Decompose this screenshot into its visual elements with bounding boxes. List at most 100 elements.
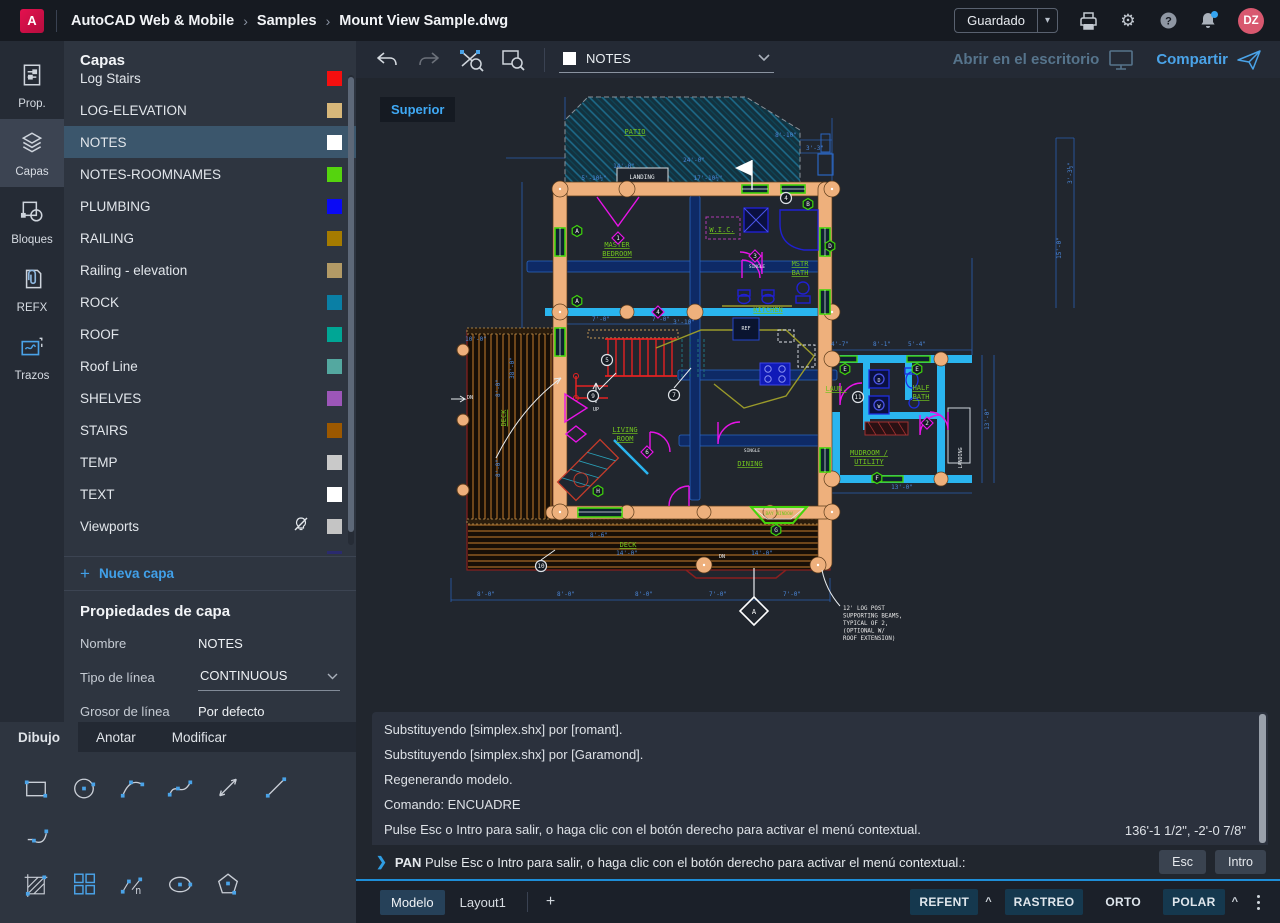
overflow-menu-icon[interactable] <box>1251 893 1266 912</box>
command-input-row[interactable]: ❯ PAN Pulse Esc o Intro para salir, o ha… <box>356 845 1280 879</box>
layer-row[interactable]: RAILING <box>64 222 356 254</box>
sidebar-item-capas[interactable]: Capas <box>0 119 64 187</box>
layer-color-swatch[interactable] <box>327 102 342 118</box>
arc-tool-button[interactable] <box>108 764 156 812</box>
arc-continue-tool-button[interactable] <box>12 812 60 860</box>
layer-color-swatch[interactable] <box>327 230 342 246</box>
layer-row[interactable]: TEMP <box>64 446 356 478</box>
tab-anotar[interactable]: Anotar <box>96 729 136 745</box>
linetype-dropdown[interactable]: CONTINUOUS <box>198 664 340 691</box>
layer-row[interactable]: ROOF <box>64 318 356 350</box>
esc-button[interactable]: Esc <box>1159 850 1206 874</box>
layer-row[interactable]: Viewports <box>64 510 356 542</box>
breadcrumb-item[interactable]: Samples <box>256 12 317 29</box>
layer-row[interactable]: STAIRS <box>64 414 356 446</box>
sidebar-item-trazos[interactable]: Trazos <box>0 323 64 391</box>
polygon-tool-button[interactable] <box>204 860 252 908</box>
layer-color-swatch[interactable] <box>327 390 342 406</box>
layer-row[interactable]: Log Stairs <box>64 70 356 94</box>
add-layout-button[interactable]: + <box>545 893 556 910</box>
tab-dibujo[interactable]: Dibujo <box>0 722 78 752</box>
breadcrumb-item[interactable]: Mount View Sample.dwg <box>339 12 509 29</box>
user-avatar[interactable]: DZ <box>1238 7 1264 34</box>
layer-row[interactable]: Railing - elevation <box>64 254 356 286</box>
hatch-tool-button[interactable] <box>12 860 60 908</box>
current-layer-dropdown[interactable]: NOTES <box>559 47 774 73</box>
drawing-viewport[interactable]: Superior <box>356 78 1280 712</box>
command-history-panel[interactable]: Substituyendo [simplex.shx] por [romant]… <box>372 712 1268 845</box>
history-scrollbar[interactable] <box>1259 714 1266 843</box>
layer-color-swatch <box>563 51 576 65</box>
line-tool-button[interactable] <box>252 764 300 812</box>
layer-color-swatch[interactable] <box>327 294 342 310</box>
sidebar-item-prop[interactable]: Prop. <box>0 51 64 119</box>
layer-row[interactable]: ROCK <box>64 286 356 318</box>
share-button[interactable]: Compartir <box>1156 49 1262 71</box>
sidebar-item-bloques[interactable]: Bloques <box>0 187 64 255</box>
toggle-refent[interactable]: REFENT <box>910 889 979 915</box>
layer-row[interactable]: TEXT <box>64 478 356 510</box>
autocad-logo-icon[interactable]: A <box>20 8 44 33</box>
layer-color-swatch[interactable] <box>327 550 342 554</box>
breadcrumb-item[interactable]: AutoCAD Web & Mobile <box>71 12 235 29</box>
layer-row[interactable]: Roof Line <box>64 350 356 382</box>
layer-color-swatch[interactable] <box>327 166 342 182</box>
zoom-extents-icon[interactable] <box>458 48 484 72</box>
svg-text:11: 11 <box>854 394 862 401</box>
rectangle-tool-button[interactable] <box>12 764 60 812</box>
print-icon[interactable] <box>1078 11 1098 31</box>
viewport-label[interactable]: Superior <box>380 97 456 122</box>
sheet-tab-layout1[interactable]: Layout1 <box>459 894 506 910</box>
layers-scrollbar[interactable] <box>348 75 354 545</box>
intro-button[interactable]: Intro <box>1214 850 1266 874</box>
toggle-rastreo[interactable]: RASTREO <box>1004 889 1084 915</box>
layer-row[interactable]: NOTES-ROOMNAMES <box>64 158 356 190</box>
layer-row[interactable]: SHELVES <box>64 382 356 414</box>
layer-off-bulb-icon[interactable] <box>293 516 309 537</box>
toggle-flyout-caret[interactable]: ^ <box>1231 896 1238 908</box>
save-button[interactable]: Guardado ▾ <box>954 8 1058 33</box>
undo-icon[interactable] <box>374 48 400 72</box>
layer-name: PLUMBING <box>80 198 151 214</box>
layer-row[interactable]: LOG-ELEVATION <box>64 94 356 126</box>
sheet-tab-modelo[interactable]: Modelo <box>380 889 445 915</box>
new-layer-button[interactable]: + Nueva capa <box>64 556 356 591</box>
tab-modificar[interactable]: Modificar <box>171 729 227 745</box>
layer-color-swatch[interactable] <box>327 262 342 278</box>
window-mullions <box>559 188 826 513</box>
desktop-monitor-icon <box>1109 49 1134 70</box>
sidebar-item-refx[interactable]: REFX <box>0 255 64 323</box>
open-in-desktop-button[interactable]: Abrir en el escritorio <box>953 49 1135 71</box>
layer-color-swatch[interactable] <box>327 198 342 214</box>
toggle-orto[interactable]: ORTO <box>1105 895 1142 909</box>
layer-color-swatch[interactable] <box>327 326 342 342</box>
svg-text:13'-0": 13'-0" <box>984 408 991 430</box>
layer-color-swatch[interactable] <box>327 518 342 534</box>
layer-color-swatch[interactable] <box>327 422 342 438</box>
toggle-polar[interactable]: POLAR <box>1163 889 1225 915</box>
spline-tool-button[interactable] <box>156 764 204 812</box>
layer-color-swatch[interactable] <box>327 134 342 150</box>
layer-color-swatch[interactable] <box>327 358 342 374</box>
zoom-window-icon[interactable] <box>500 48 526 72</box>
canvas-area: NOTES Abrir en el escritorio Compartir S… <box>356 41 1280 923</box>
settings-gear-icon[interactable]: ⚙ <box>1120 10 1136 30</box>
points-tool-button[interactable]: n <box>108 860 156 908</box>
svg-text:LANDING: LANDING <box>958 447 964 468</box>
redo-icon[interactable] <box>416 48 442 72</box>
layer-row[interactable]: PLUMBING <box>64 190 356 222</box>
circle-tool-button[interactable] <box>60 764 108 812</box>
help-icon[interactable]: ? <box>1158 11 1178 31</box>
layer-color-swatch[interactable] <box>327 70 342 86</box>
toggle-flyout-caret[interactable]: ^ <box>985 896 992 908</box>
property-label: Grosor de línea <box>80 703 170 719</box>
layer-color-swatch[interactable] <box>327 454 342 470</box>
block-tool-button[interactable] <box>60 860 108 908</box>
measure-tool-button[interactable] <box>204 764 252 812</box>
notifications-bell-icon[interactable] <box>1198 10 1218 31</box>
layer-row[interactable] <box>64 542 356 554</box>
layer-color-swatch[interactable] <box>327 486 342 502</box>
ellipse-tool-button[interactable] <box>156 860 204 908</box>
save-dropdown-caret-icon[interactable]: ▾ <box>1044 15 1050 26</box>
layer-row[interactable]: NOTES <box>64 126 356 158</box>
